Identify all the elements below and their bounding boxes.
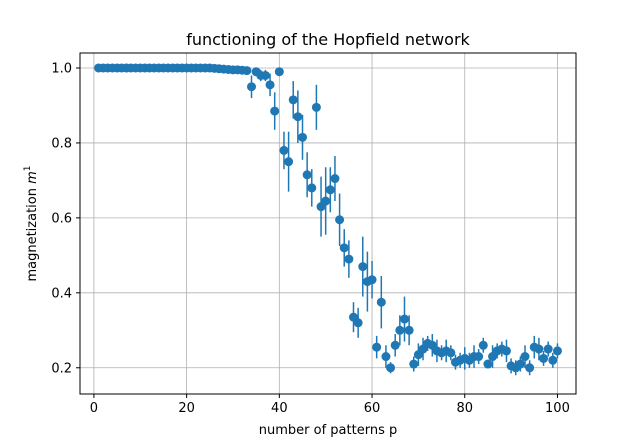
data-point bbox=[399, 314, 409, 324]
x-axis-label: number of patterns p bbox=[259, 423, 397, 438]
data-point bbox=[307, 183, 317, 193]
data-point bbox=[386, 363, 396, 373]
y-tick-label: 0.6 bbox=[51, 211, 72, 226]
data-point bbox=[279, 145, 289, 155]
y-axis-label-variable: m bbox=[25, 171, 40, 184]
data-point bbox=[270, 106, 280, 116]
data-point bbox=[302, 170, 312, 180]
data-point bbox=[474, 352, 484, 362]
data-points bbox=[94, 63, 562, 373]
data-point bbox=[247, 82, 257, 92]
data-point bbox=[265, 80, 275, 90]
y-axis-label-superscript: 1 bbox=[23, 165, 33, 171]
data-point bbox=[478, 340, 488, 350]
data-point bbox=[520, 352, 530, 362]
x-tick-label: 20 bbox=[178, 401, 195, 416]
data-point bbox=[339, 243, 349, 253]
data-point bbox=[344, 254, 354, 264]
y-tick-label: 0.2 bbox=[51, 361, 72, 376]
x-tick-label: 100 bbox=[545, 401, 570, 416]
data-point bbox=[548, 355, 558, 365]
data-point bbox=[404, 325, 414, 335]
plot-area-frame bbox=[79, 52, 577, 395]
data-point bbox=[358, 262, 368, 272]
data-point bbox=[390, 340, 400, 350]
y-tick-label: 0.8 bbox=[51, 136, 72, 151]
grid bbox=[80, 53, 576, 394]
data-point bbox=[552, 346, 562, 356]
y-tick-label: 1.0 bbox=[51, 61, 72, 76]
data-point bbox=[539, 353, 549, 363]
data-point bbox=[376, 297, 386, 307]
data-point bbox=[293, 112, 303, 122]
data-point bbox=[372, 342, 382, 352]
axis-ticks: 0 20 40 60 80 100 0.2 0.4 0.6 0.8 1.0 bbox=[51, 61, 570, 416]
data-point bbox=[367, 275, 377, 285]
data-point bbox=[284, 157, 294, 167]
data-point bbox=[325, 185, 335, 195]
data-point bbox=[409, 359, 419, 369]
y-axis-label-text: magnetization bbox=[25, 184, 40, 282]
chart-title: functioning of the Hopfield network bbox=[186, 30, 470, 49]
x-tick-label: 40 bbox=[271, 401, 288, 416]
data-point bbox=[242, 66, 252, 76]
data-point bbox=[501, 346, 511, 356]
data-point bbox=[395, 325, 405, 335]
x-tick-label: 0 bbox=[90, 401, 98, 416]
data-point bbox=[335, 215, 345, 225]
data-point bbox=[534, 344, 544, 354]
data-point bbox=[525, 363, 535, 373]
data-point bbox=[381, 352, 391, 362]
data-point bbox=[543, 344, 553, 354]
data-point bbox=[288, 95, 298, 105]
data-point bbox=[298, 132, 308, 142]
x-tick-label: 80 bbox=[456, 401, 473, 416]
data-point bbox=[321, 196, 331, 206]
x-tick-label: 60 bbox=[364, 401, 381, 416]
data-point bbox=[330, 174, 340, 184]
data-point bbox=[274, 67, 284, 77]
data-point bbox=[483, 359, 493, 369]
y-tick-label: 0.4 bbox=[51, 286, 72, 301]
data-point bbox=[311, 102, 321, 112]
data-point bbox=[446, 348, 456, 358]
data-point bbox=[353, 318, 363, 328]
y-axis-label: magnetization m1 bbox=[23, 165, 40, 281]
data-point bbox=[515, 359, 525, 369]
data-point bbox=[260, 70, 270, 80]
